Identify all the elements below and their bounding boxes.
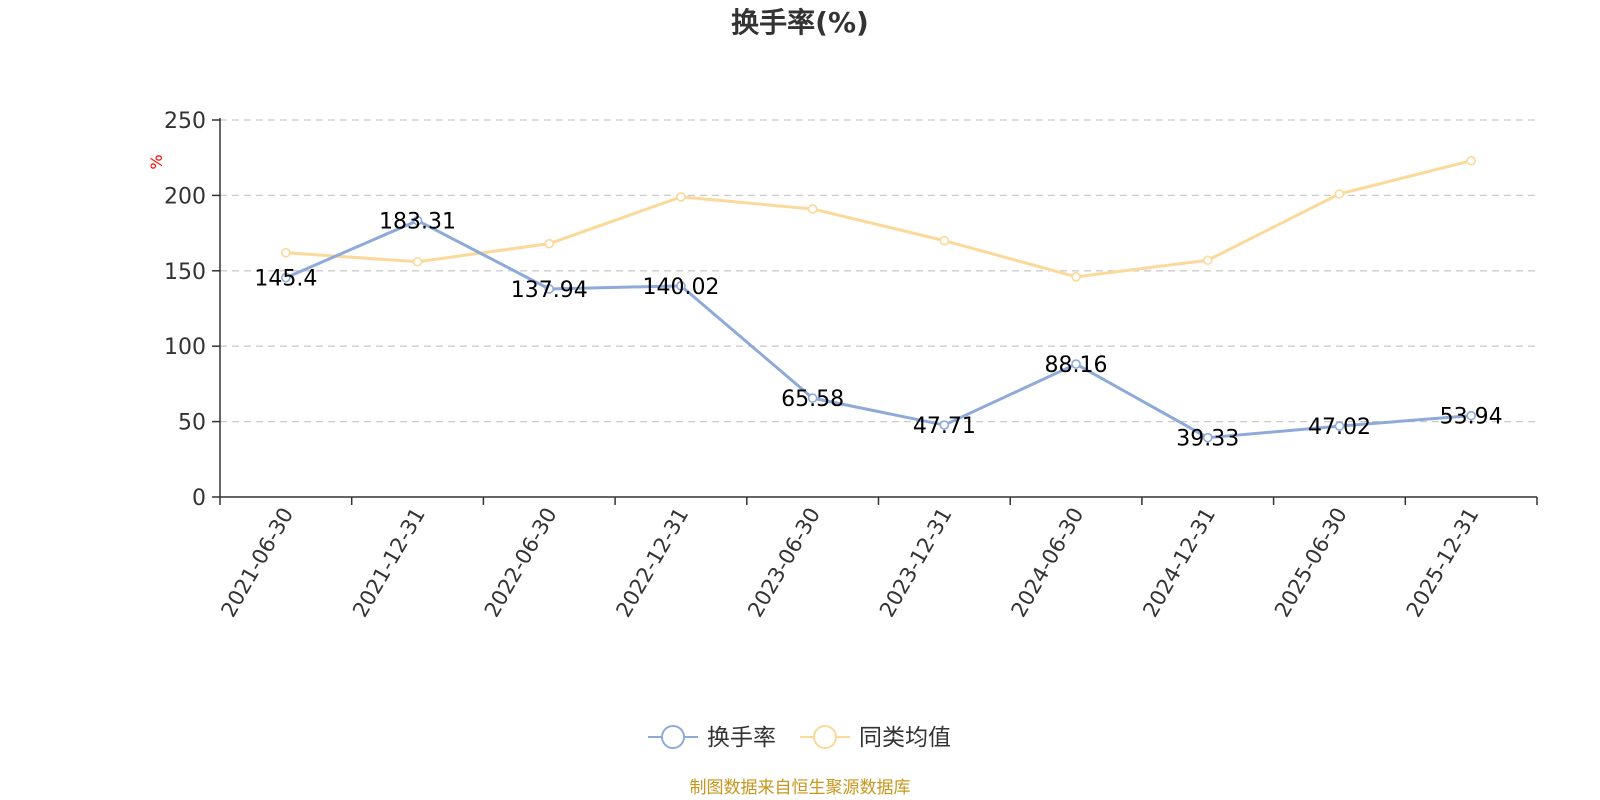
data-point bbox=[807, 204, 818, 214]
legend[interactable]: 换手率 同类均值 bbox=[648, 725, 951, 751]
data-point bbox=[1071, 359, 1081, 369]
data-label: 65.58 bbox=[781, 387, 844, 412]
x-tick-label: 2024-06-30 bbox=[1007, 504, 1089, 622]
data-point bbox=[544, 238, 555, 249]
x-tick-label: 2022-12-31 bbox=[611, 504, 693, 622]
y-axis: 0 50 100 150 200 250 bbox=[164, 109, 221, 511]
data-label: 183.31 bbox=[379, 210, 456, 235]
x-tick-label: 2025-06-30 bbox=[1270, 504, 1352, 622]
y-tick-label: 250 bbox=[164, 109, 206, 134]
x-tick-label: 2024-12-31 bbox=[1138, 504, 1220, 622]
x-tick-label: 2023-12-31 bbox=[875, 504, 957, 622]
x-tick-label: 2025-12-31 bbox=[1402, 504, 1484, 622]
data-point bbox=[281, 247, 291, 258]
data-point bbox=[1202, 255, 1213, 266]
series-line-turnover bbox=[285, 219, 1472, 440]
x-tick-label: 2023-06-30 bbox=[743, 504, 825, 622]
series-lines bbox=[281, 155, 1476, 443]
data-point bbox=[1466, 410, 1476, 421]
series-line-peer-average bbox=[285, 159, 1472, 279]
grid-lines bbox=[220, 119, 1537, 423]
legend-item-peer-average[interactable]: 同类均值 bbox=[800, 725, 951, 751]
data-label: 47.02 bbox=[1308, 415, 1371, 440]
legend-marker-icon bbox=[661, 725, 685, 749]
legend-item-turnover[interactable]: 换手率 bbox=[648, 725, 776, 751]
data-point bbox=[1071, 272, 1081, 282]
data-point bbox=[281, 272, 291, 283]
x-axis: 2021-06-30 2021-12-31 2022-06-30 2022-12-31… bbox=[216, 496, 1538, 622]
data-label: 47.71 bbox=[913, 414, 976, 439]
data-label: 53.94 bbox=[1440, 405, 1503, 430]
y-axis-unit-label: % bbox=[147, 154, 166, 169]
data-point bbox=[939, 420, 950, 430]
x-tick-label: 2021-06-30 bbox=[216, 504, 298, 622]
data-point bbox=[1466, 155, 1476, 166]
data-point bbox=[1334, 421, 1345, 431]
data-label: 145.4 bbox=[254, 267, 317, 292]
data-point bbox=[1202, 432, 1213, 443]
y-tick-label: 150 bbox=[164, 260, 206, 285]
legend-label-peer-average: 同类均值 bbox=[859, 725, 951, 751]
legend-label-turnover: 换手率 bbox=[707, 725, 776, 751]
data-point bbox=[807, 393, 818, 403]
data-point bbox=[676, 281, 686, 291]
data-source-note: 制图数据来自恒生聚源数据库 bbox=[690, 778, 911, 798]
data-point bbox=[412, 215, 423, 226]
y-tick-label: 0 bbox=[192, 486, 206, 511]
data-label: 39.33 bbox=[1176, 427, 1239, 452]
y-tick-label: 100 bbox=[164, 335, 206, 360]
data-point bbox=[544, 284, 555, 294]
data-label: 137.94 bbox=[511, 278, 588, 303]
y-tick-label: 50 bbox=[178, 411, 206, 436]
y-tick-label: 200 bbox=[164, 184, 206, 209]
data-label: 88.16 bbox=[1045, 353, 1108, 378]
x-tick-label: 2021-12-31 bbox=[348, 504, 430, 622]
data-point bbox=[412, 256, 423, 267]
x-tick-label: 2022-06-30 bbox=[480, 504, 562, 622]
data-label: 140.02 bbox=[642, 275, 719, 300]
data-point bbox=[676, 192, 686, 202]
data-labels: 145.4 183.31 137.94 140.02 65.58 47.71 88.16 39… bbox=[254, 210, 1502, 452]
legend-marker-icon bbox=[813, 725, 837, 749]
data-point bbox=[1334, 189, 1345, 199]
data-point bbox=[939, 235, 950, 246]
chart-title: 换手率(%) bbox=[731, 6, 869, 39]
